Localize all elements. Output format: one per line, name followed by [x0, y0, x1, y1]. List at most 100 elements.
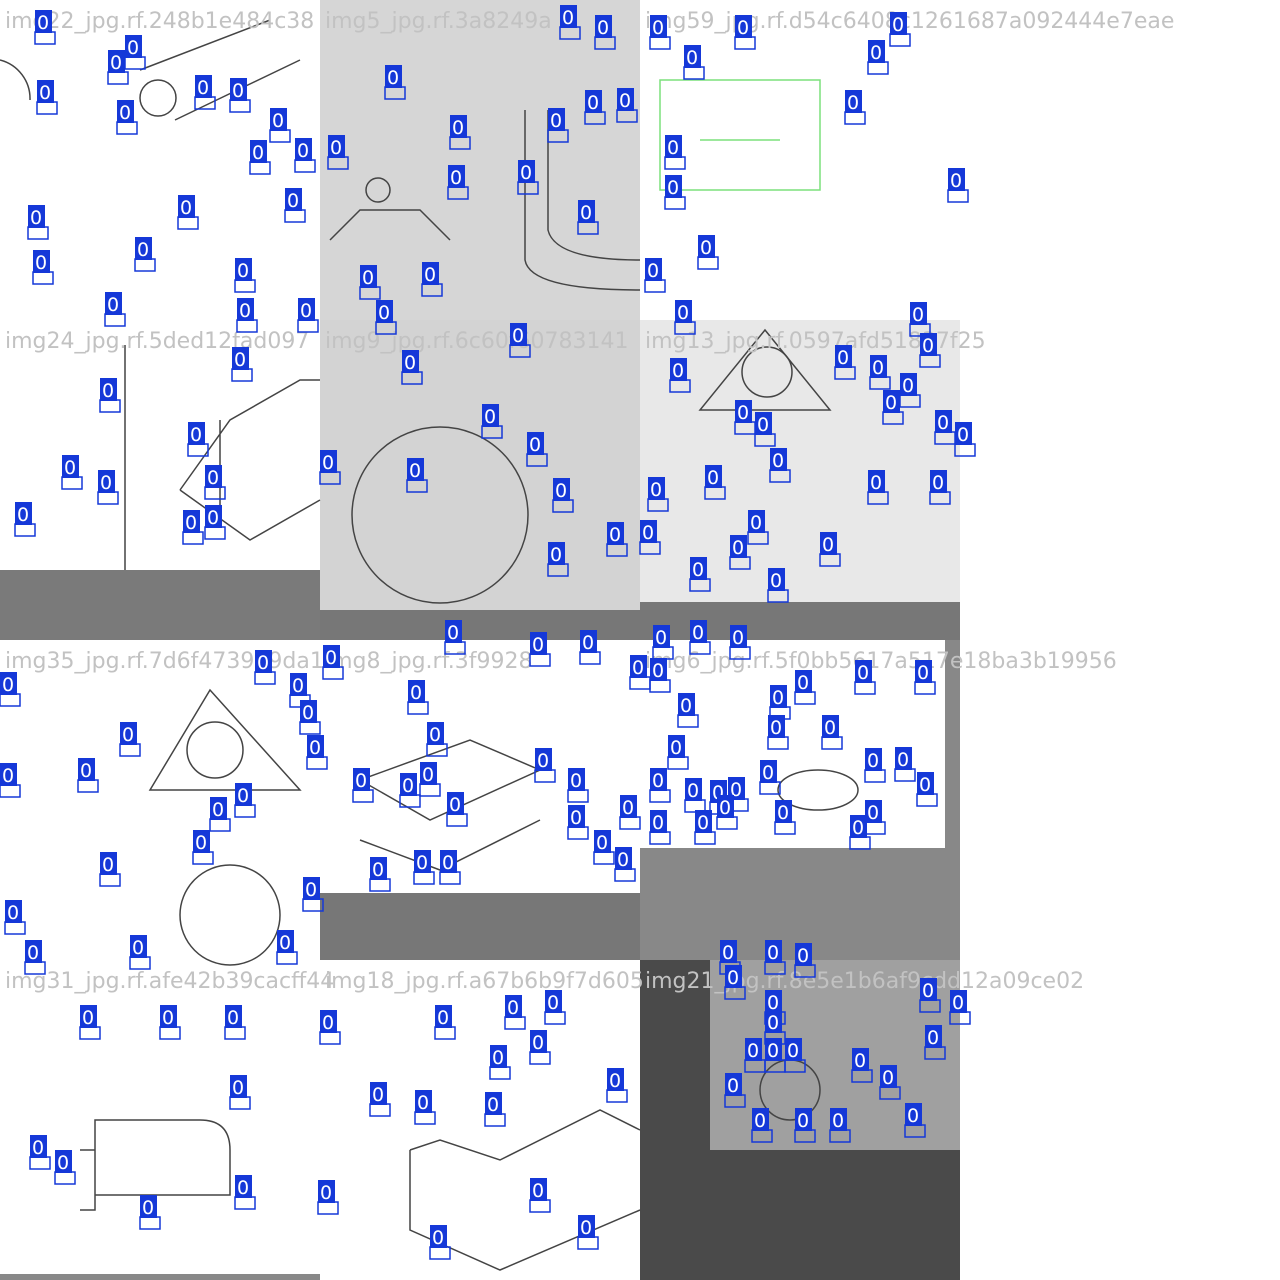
box-label: 0 — [642, 522, 654, 544]
label-tag — [485, 1092, 502, 1115]
box-label: 0 — [2, 674, 14, 696]
box-label: 0 — [484, 406, 496, 428]
label-tag — [422, 262, 439, 285]
drawing — [777, 769, 859, 811]
box-label: 0 — [952, 992, 964, 1014]
label-tag — [530, 1178, 547, 1201]
box-label: 0 — [677, 302, 689, 324]
label-tag — [135, 237, 152, 260]
label-tag — [225, 1005, 242, 1028]
label-tag — [855, 660, 872, 683]
box-label: 0 — [180, 197, 192, 219]
box-label: 0 — [234, 349, 246, 371]
label-tag — [255, 650, 272, 673]
box-label: 0 — [39, 82, 51, 104]
box-label: 0 — [870, 42, 882, 64]
label-tag — [595, 15, 612, 38]
label-tag — [35, 10, 52, 33]
label-tag — [607, 522, 624, 545]
box-label: 0 — [722, 942, 734, 964]
box-label: 0 — [424, 264, 436, 286]
box-label: 0 — [587, 92, 599, 114]
label-tag — [303, 877, 320, 900]
tile-backgrounds — [0, 0, 960, 1280]
label-tag — [408, 680, 425, 703]
box-label: 0 — [652, 770, 664, 792]
box-label: 0 — [122, 724, 134, 746]
label-tag — [435, 1005, 452, 1028]
label-tag — [917, 772, 934, 795]
box-label: 0 — [272, 110, 284, 132]
box-label: 0 — [107, 294, 119, 316]
box-label: 0 — [127, 37, 139, 59]
label-tag — [735, 15, 752, 38]
box-label: 0 — [227, 1007, 239, 1029]
box-label: 0 — [330, 137, 342, 159]
label-tag — [725, 965, 742, 988]
label-tag — [830, 1108, 847, 1131]
box-label: 0 — [185, 512, 197, 534]
box-label: 0 — [772, 687, 784, 709]
label-tag — [935, 410, 952, 433]
box-label: 0 — [609, 1070, 621, 1092]
label-tag — [183, 510, 200, 533]
label-tag — [548, 542, 565, 565]
box-label: 0 — [732, 537, 744, 559]
box-label: 0 — [582, 632, 594, 654]
label-tag — [250, 140, 267, 163]
label-tag — [910, 302, 927, 325]
box-label: 0 — [870, 472, 882, 494]
box-label: 0 — [416, 852, 428, 874]
box-label: 0 — [580, 1217, 592, 1239]
label-tag — [665, 135, 682, 158]
label-tag — [630, 655, 647, 678]
label-tag — [518, 160, 535, 183]
box-label: 0 — [619, 90, 631, 112]
label-tag — [62, 455, 79, 478]
box-label: 0 — [727, 967, 739, 989]
label-tag — [28, 205, 45, 228]
box-label: 0 — [550, 544, 562, 566]
label-tag — [730, 535, 747, 558]
label-tag — [320, 1010, 337, 1033]
box-label: 0 — [322, 1012, 334, 1034]
label-tag — [117, 100, 134, 123]
box-label: 0 — [300, 300, 312, 322]
tile-bg — [320, 320, 640, 640]
label-tag — [440, 850, 457, 873]
box-label: 0 — [450, 167, 462, 189]
label-tag — [775, 800, 792, 823]
label-tag — [705, 465, 722, 488]
label-tag — [298, 298, 315, 321]
label-tag — [277, 930, 294, 953]
label-tag — [920, 333, 937, 356]
box-label: 0 — [2, 765, 14, 787]
box-label: 0 — [609, 524, 621, 546]
tile-title: img9_jpg.rf.6c60f60783141 — [325, 329, 629, 354]
box-label: 0 — [309, 737, 321, 759]
label-tag — [33, 250, 50, 273]
box-label: 0 — [432, 1227, 444, 1249]
drawing — [179, 864, 281, 966]
label-tag — [407, 458, 424, 481]
label-tag — [850, 815, 867, 838]
label-tag — [105, 292, 122, 315]
label-tag — [698, 235, 715, 258]
box-label: 0 — [507, 997, 519, 1019]
tile-pad — [320, 893, 640, 960]
label-tag — [205, 505, 222, 528]
label-tag — [210, 797, 227, 820]
box-label: 0 — [302, 702, 314, 724]
label-tag — [795, 943, 812, 966]
label-tag — [578, 1215, 595, 1238]
box-label: 0 — [570, 770, 582, 792]
tile-title: img18_jpg.rf.a67b6b9f7d605 — [325, 969, 644, 994]
box-label: 0 — [237, 785, 249, 807]
box-label: 0 — [937, 412, 949, 434]
label-tag — [290, 673, 307, 696]
drawing — [409, 1109, 641, 1271]
label-tag — [748, 510, 765, 533]
box-label: 0 — [697, 812, 709, 834]
box-label: 0 — [902, 375, 914, 397]
